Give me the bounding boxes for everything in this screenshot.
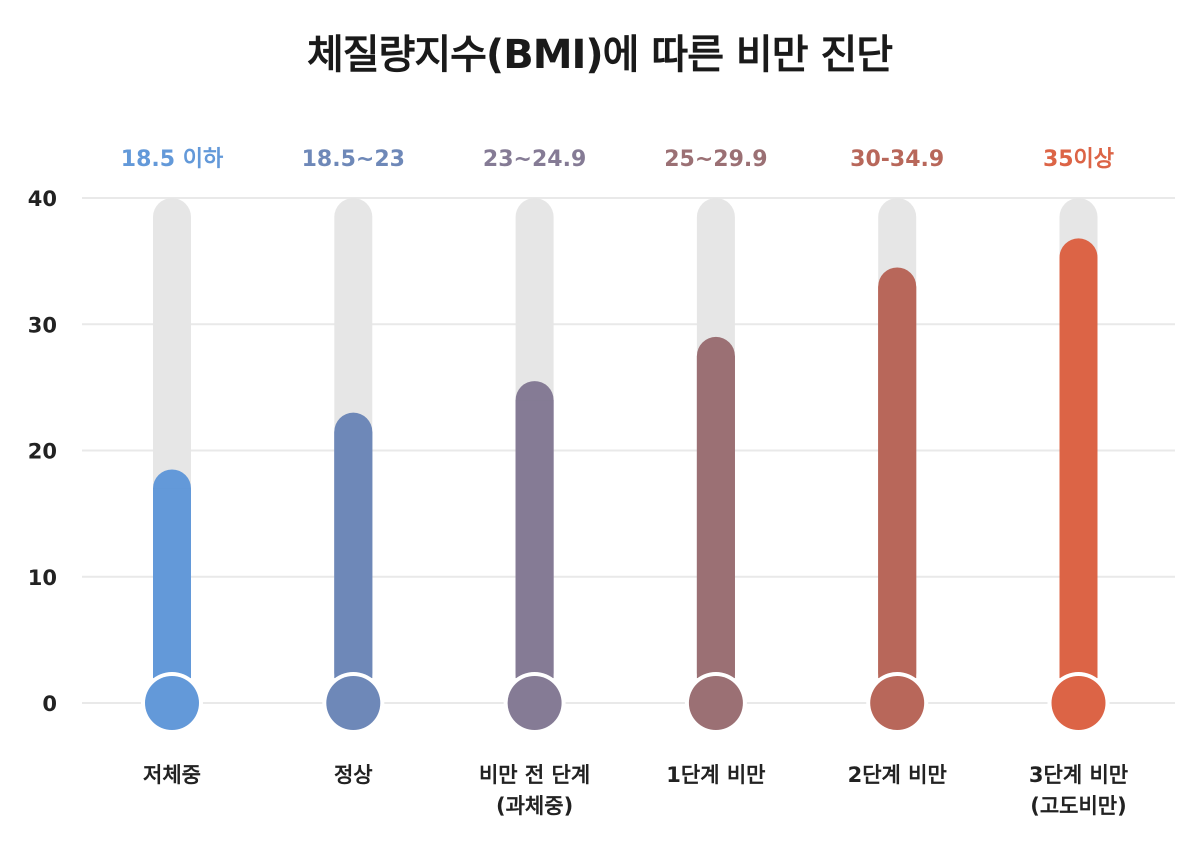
bar-column-6 — [1059, 257, 1098, 678]
bulb-6 — [1051, 676, 1106, 730]
bar-group-2 — [322, 198, 385, 734]
chart-title: 체질량지수(BMI)에 따른 비만 진단 — [306, 32, 893, 78]
bar-group-1 — [141, 198, 203, 734]
range-label-6: 35이상 — [1043, 147, 1114, 172]
y-tick-label-0: 0 — [42, 692, 57, 716]
category-label-4-line-1: 1단계 비만 — [666, 763, 765, 787]
bulb-5 — [870, 676, 925, 730]
y-tick-label-30: 30 — [28, 313, 57, 337]
bar-column-3 — [515, 400, 554, 678]
range-label-3: 23~24.9 — [483, 147, 586, 172]
category-label-6-line-2: (고도비만) — [1030, 794, 1126, 818]
bulb-1 — [145, 676, 199, 730]
y-axis: 0 10 20 30 40 — [28, 187, 57, 716]
category-label-6-line-1: 3단계 비만 — [1029, 763, 1128, 787]
bars — [141, 198, 1110, 734]
bar-column-5 — [878, 286, 917, 678]
bar-group-4 — [684, 198, 747, 734]
range-label-5: 30-34.9 — [850, 147, 944, 172]
category-label-3-line-2: (과체중) — [496, 794, 573, 818]
bar-group-5 — [866, 198, 929, 734]
range-label-4: 25~29.9 — [664, 147, 767, 172]
bar-column-4 — [696, 355, 735, 678]
bulb-3 — [507, 676, 562, 730]
bulb-4 — [688, 676, 743, 730]
category-label-3-line-1: 비만 전 단계 — [479, 763, 590, 787]
y-tick-label-40: 40 — [28, 187, 57, 211]
grid-lines — [82, 197, 1175, 704]
bar-column-2 — [334, 431, 373, 678]
range-label-2: 18.5~23 — [302, 147, 405, 172]
y-tick-label-20: 20 — [28, 440, 57, 464]
bar-group-6 — [1047, 198, 1110, 734]
bulb-2 — [326, 676, 381, 730]
bar-column-1 — [153, 488, 191, 678]
y-tick-label-10: 10 — [28, 566, 57, 590]
category-label-1-line-1: 저체중 — [143, 763, 201, 787]
category-label-5-line-1: 2단계 비만 — [848, 763, 947, 787]
category-label-2-line-1: 정상 — [334, 763, 373, 787]
bar-group-3 — [503, 198, 566, 734]
range-label-1: 18.5 이하 — [121, 147, 224, 172]
